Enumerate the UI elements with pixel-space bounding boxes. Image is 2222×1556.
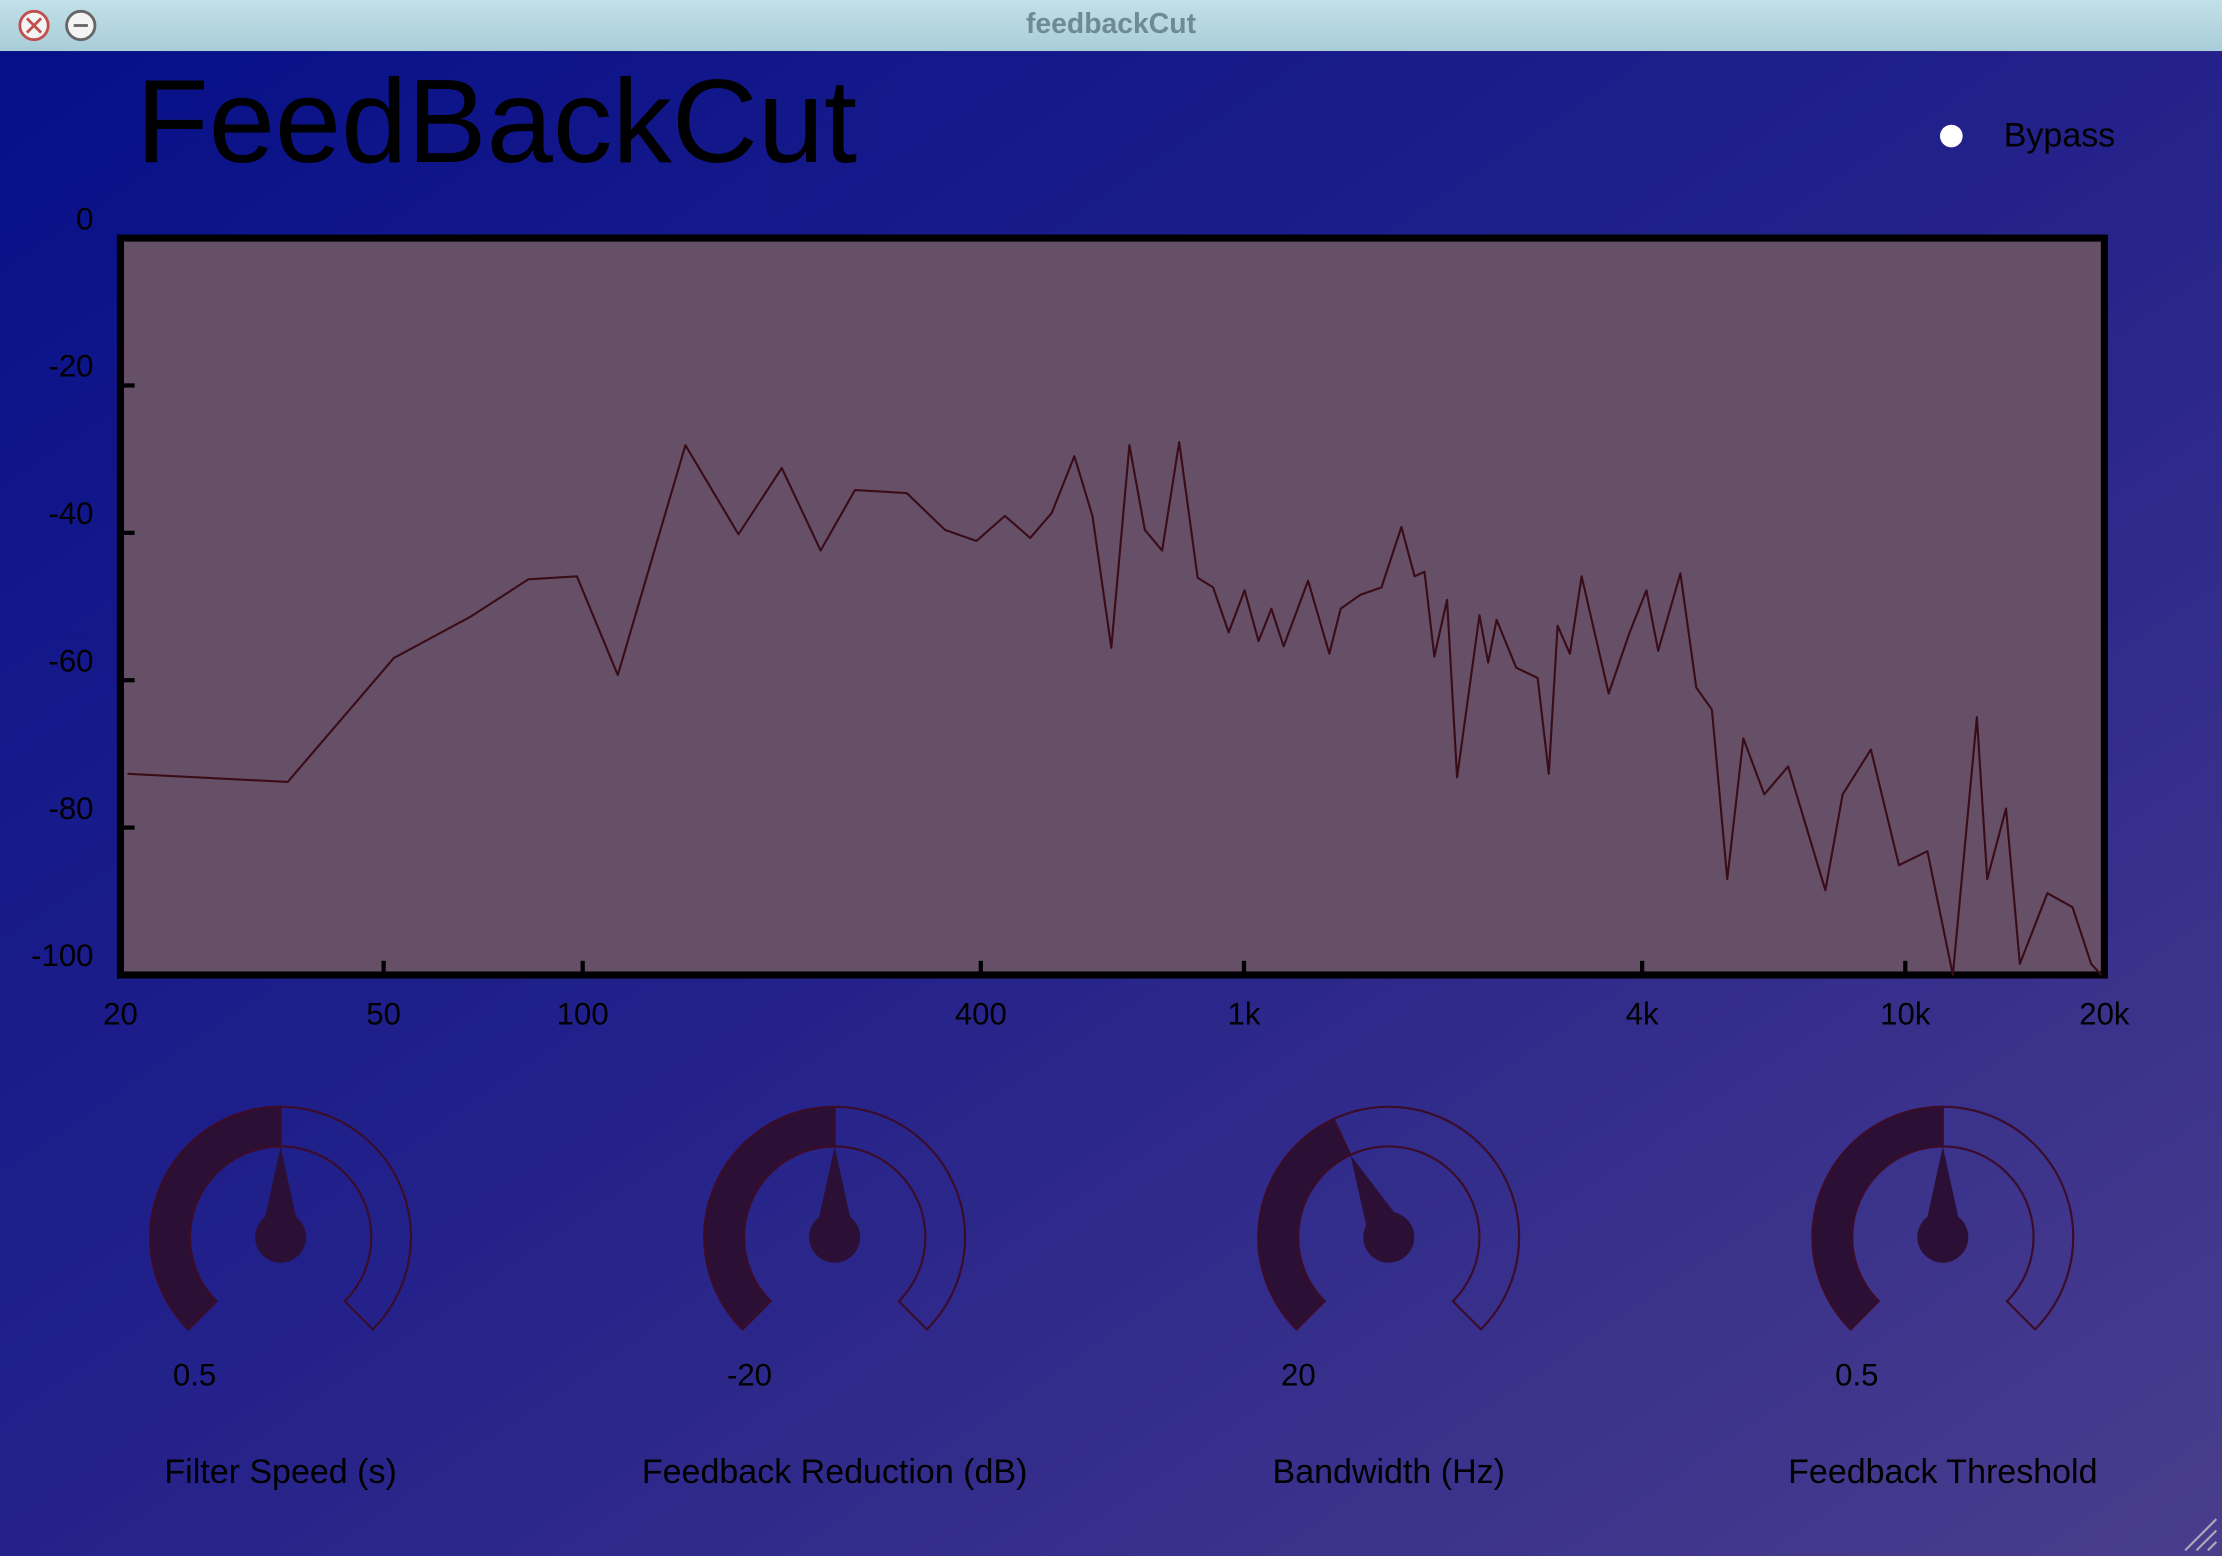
bypass-toggle[interactable] xyxy=(1939,124,1963,148)
knob-fill[interactable] xyxy=(703,1105,836,1331)
knob-hub[interactable] xyxy=(809,1211,861,1263)
x-tick-label: 10k xyxy=(1880,996,1931,1031)
knobs: 0.5 Filter Speed (s) -20 Feedback Reduction… xyxy=(149,1105,2098,1491)
knob[interactable] xyxy=(1257,1105,1521,1331)
knob-hub[interactable] xyxy=(1363,1211,1415,1263)
window-title: feedbackCut xyxy=(1026,8,1197,40)
y-tick-label: -20 xyxy=(48,349,93,384)
knob-hub[interactable] xyxy=(1917,1211,1969,1263)
spectrum-line xyxy=(127,441,2103,977)
knob-label: Bandwidth (Hz) xyxy=(1273,1453,1505,1491)
plot-area xyxy=(116,234,2108,979)
knob-label: Feedback Reduction (dB) xyxy=(642,1453,1028,1491)
bypass-label[interactable]: Bypass xyxy=(2004,116,2115,154)
minimize-button[interactable] xyxy=(65,9,97,42)
knob-value: -20 xyxy=(727,1358,772,1393)
knob-fill[interactable] xyxy=(1257,1117,1352,1331)
app-title: FeedBackCut xyxy=(136,55,857,188)
x-tick-label: 400 xyxy=(955,996,1007,1031)
x-tick-label: 4k xyxy=(1626,996,1659,1031)
y-tick-label: 0 xyxy=(76,201,93,236)
close-button[interactable] xyxy=(18,9,50,42)
x-tick-label: 20 xyxy=(103,996,138,1031)
knob[interactable] xyxy=(703,1105,967,1331)
knob[interactable] xyxy=(149,1105,413,1331)
knob-hub[interactable] xyxy=(255,1211,307,1263)
y-tick-label: -100 xyxy=(31,938,93,973)
y-tick-label: -40 xyxy=(48,496,93,531)
title-bar xyxy=(0,0,2222,52)
knob-label: Filter Speed (s) xyxy=(164,1453,396,1491)
y-tick-label: -60 xyxy=(48,643,93,678)
knob-value: 0.5 xyxy=(173,1358,216,1393)
knob-value: 20 xyxy=(1281,1358,1316,1393)
resize-grip[interactable] xyxy=(2184,1518,2218,1552)
knob-fill[interactable] xyxy=(1811,1105,1944,1331)
y-tick-label: -80 xyxy=(48,791,93,826)
knob-label: Feedback Threshold xyxy=(1788,1453,2097,1491)
knob-fill[interactable] xyxy=(149,1105,282,1331)
x-tick-label: 100 xyxy=(557,996,609,1031)
spectrum-chart: 0 -20 -40 -60 -80 -100 20 50 100 400 1k 4k 10k 20k xyxy=(31,201,2130,1031)
knob[interactable] xyxy=(1811,1105,2075,1331)
knob-value: 0.5 xyxy=(1835,1358,1878,1393)
x-tick-label: 20k xyxy=(2079,996,2130,1031)
x-tick-label: 50 xyxy=(366,996,401,1031)
x-tick-label: 1k xyxy=(1228,996,1261,1031)
